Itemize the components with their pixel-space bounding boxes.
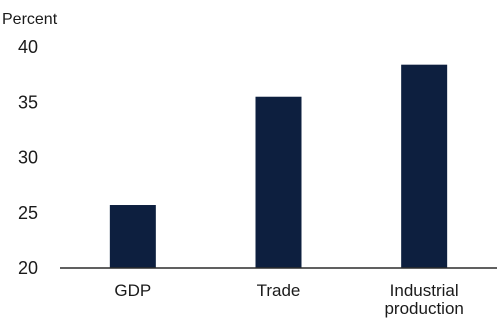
y-tick-label: 35 (18, 92, 38, 112)
bars (109, 64, 448, 269)
bar (255, 96, 302, 268)
y-tick-label: 25 (18, 203, 38, 223)
bar (109, 205, 156, 268)
x-tick-label: GDP (114, 281, 151, 300)
y-tick-label: 30 (18, 148, 38, 168)
y-tick-labels: 20 25 30 35 40 (18, 37, 38, 278)
bar (401, 64, 448, 269)
x-tick-label: Trade (257, 281, 301, 300)
x-tick-label: Industrial production (384, 281, 463, 318)
x-tick-labels: GDP Trade Industrial production (114, 281, 463, 318)
y-axis-label: Percent (2, 11, 58, 28)
y-tick-label: 20 (18, 258, 38, 278)
y-tick-label: 40 (18, 37, 38, 57)
